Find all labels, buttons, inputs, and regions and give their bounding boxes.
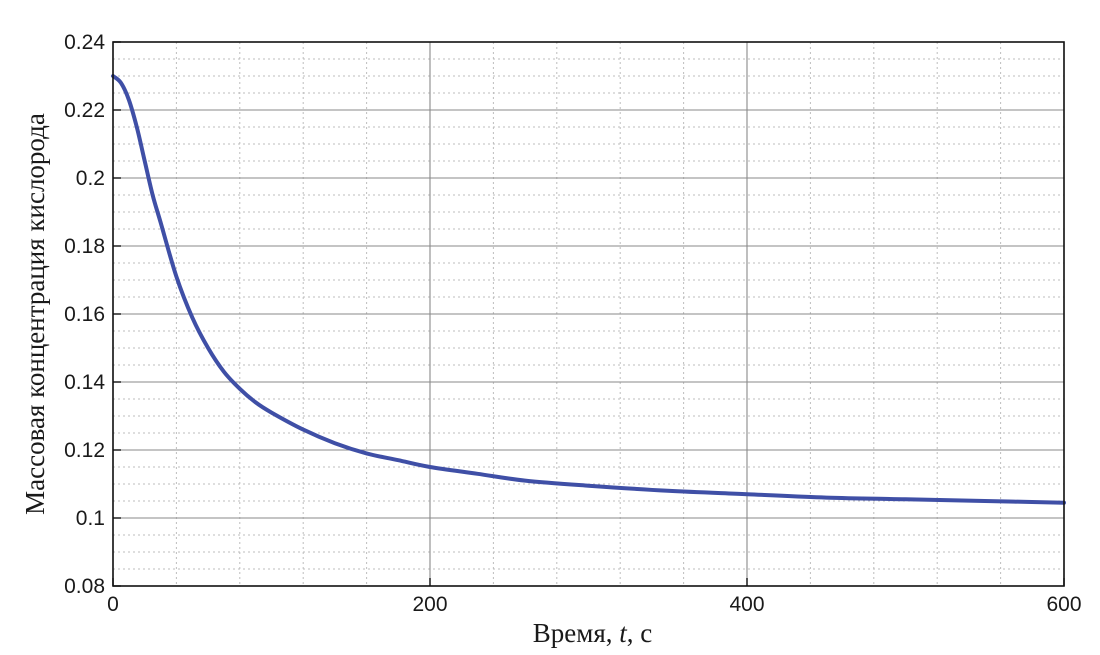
x-tick-label: 200 [412,593,447,616]
y-tick-label: 0.22 [64,99,105,122]
y-tick-label: 0.08 [64,575,105,598]
y-axis-title: Массовая концентрация кислорода [20,113,50,515]
x-tick-label: 600 [1046,593,1081,616]
y-tick-label: 0.2 [76,167,105,190]
y-tick-label: 0.12 [64,439,105,462]
x-axis-title: Время, t, с [533,618,653,648]
y-tick-label: 0.14 [64,371,105,394]
x-tick-label: 0 [107,593,119,616]
grid [112,41,1065,587]
tick-labels: 0 200 400 600 0.08 0.1 0.12 0.14 0.16 0.18 0.2 0.22… [64,31,1081,616]
series-line [111,74,1066,505]
y-tick-label: 0.1 [76,507,105,530]
x-tick-label: 400 [729,593,764,616]
y-tick-label: 0.16 [64,303,105,326]
x-axis-title-suffix: , с [627,618,653,648]
tick-marks [112,41,1065,587]
series-group [111,74,1066,505]
y-tick-label: 0.24 [64,31,105,54]
x-axis-title-prefix: Время, [533,618,620,648]
x-axis-title-variable: t [619,618,628,648]
y-tick-label: 0.18 [64,235,105,258]
